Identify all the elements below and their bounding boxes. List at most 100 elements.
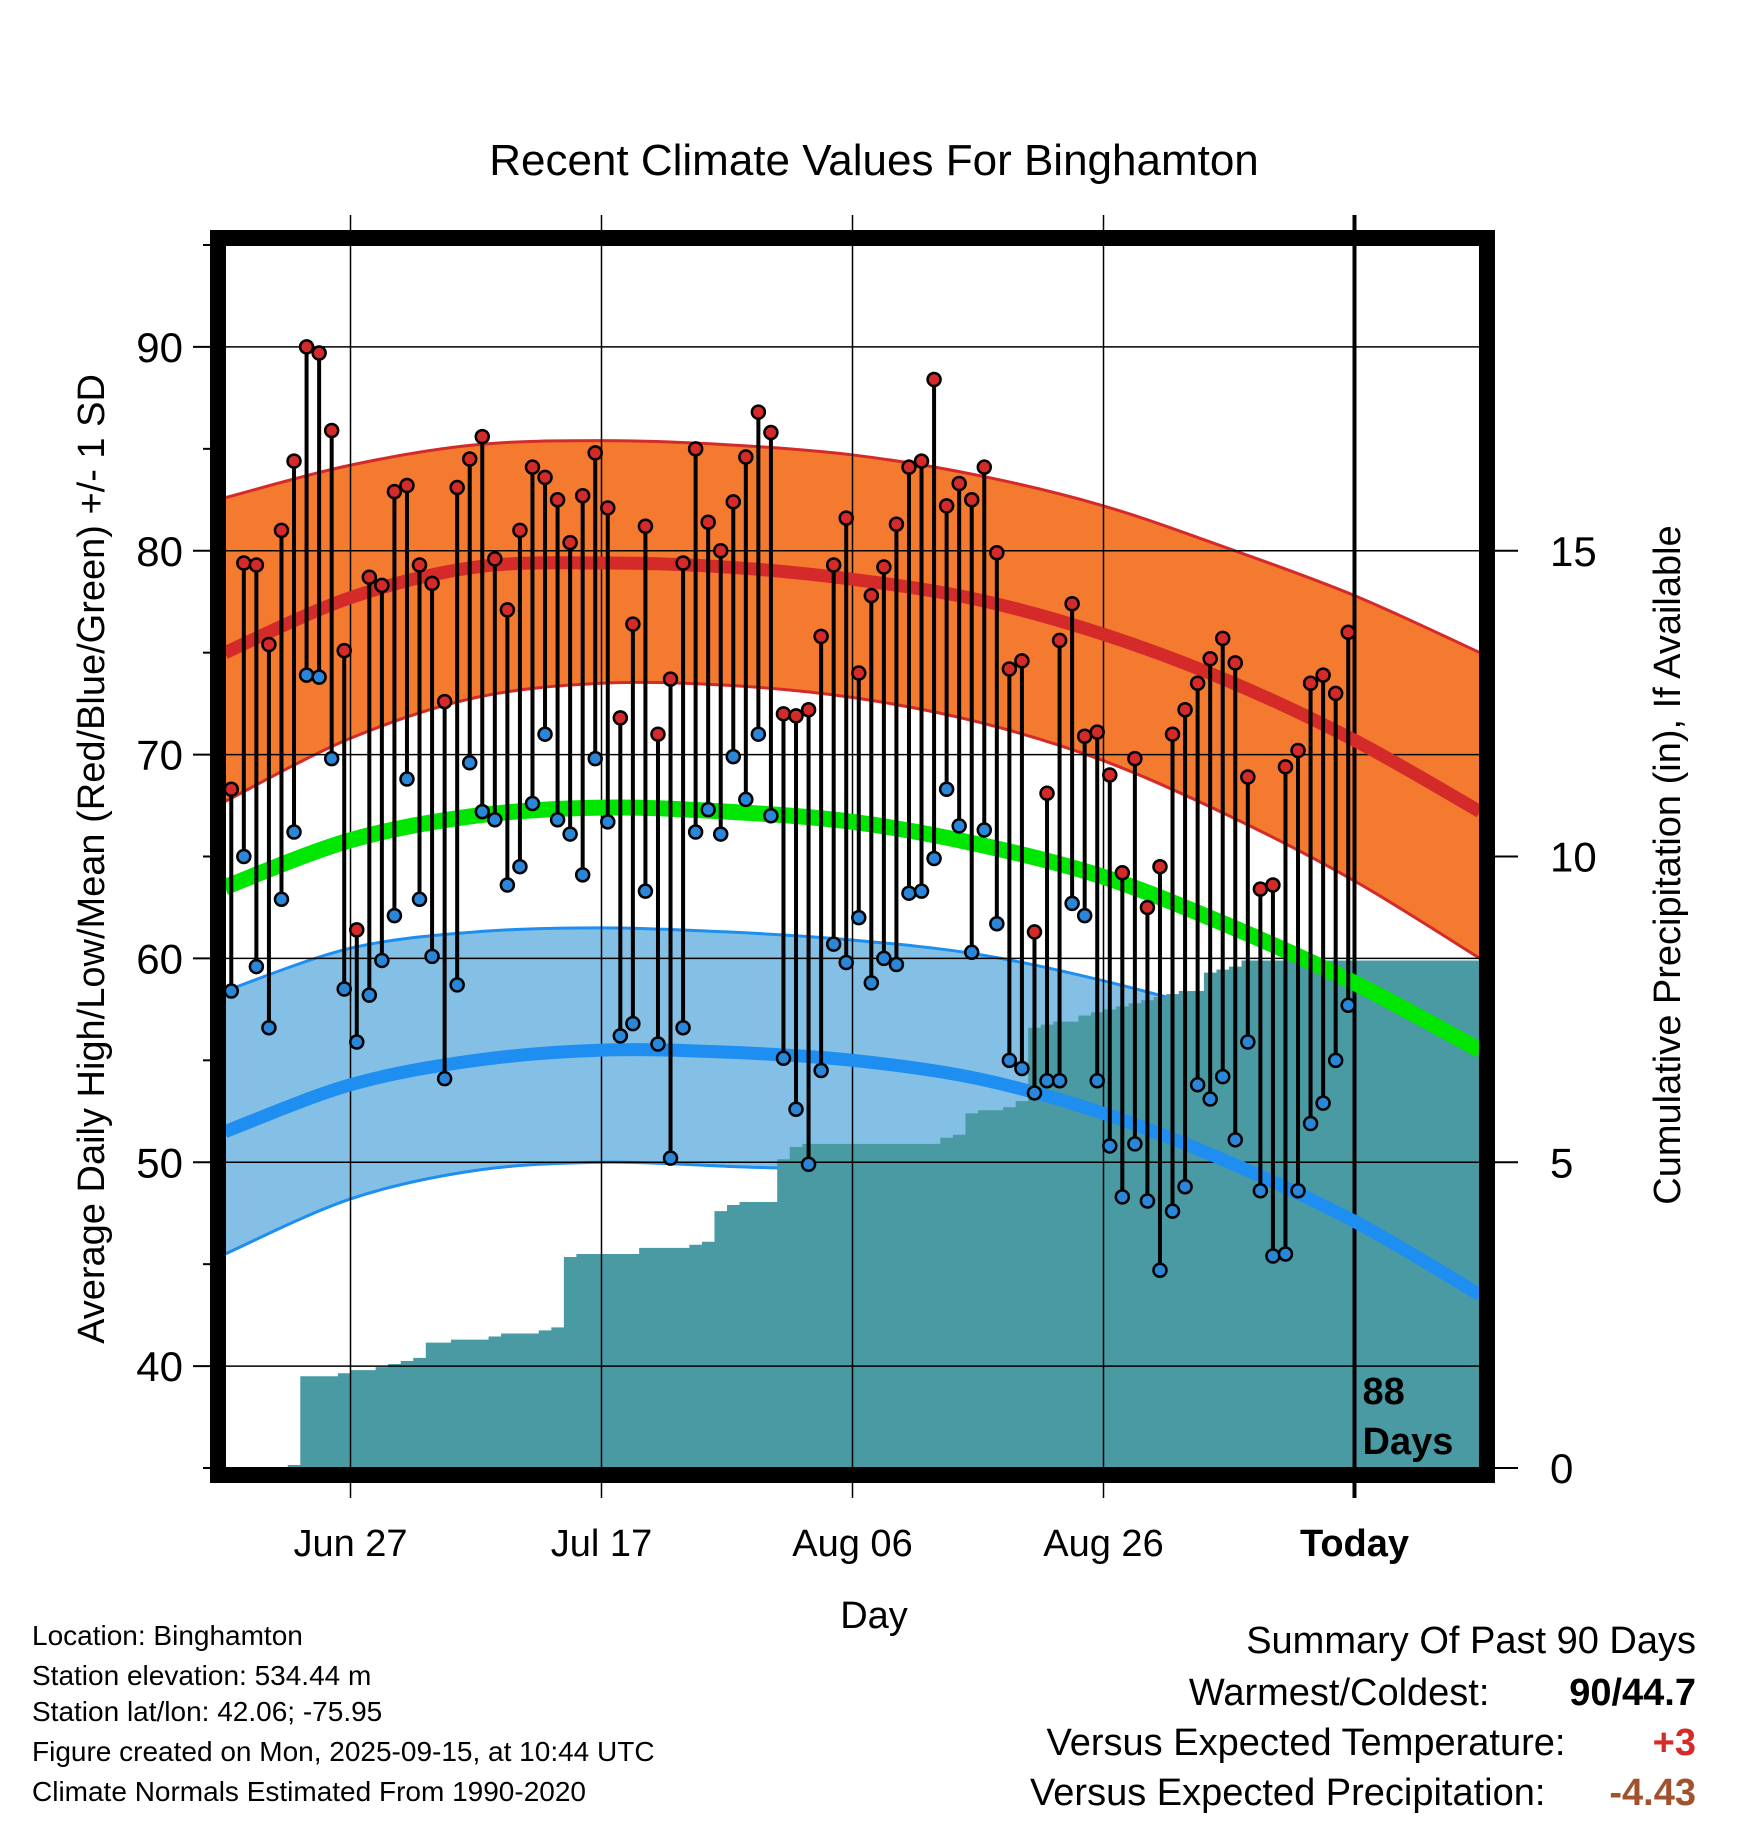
daily-high-point [926, 371, 942, 388]
daily-low-point [386, 907, 403, 924]
daily-high-point [424, 575, 440, 592]
x-tick-label: Jul 17 [551, 1523, 652, 1565]
daily-low-point [399, 771, 415, 787]
daily-low-point [763, 807, 779, 824]
daily-high-point [512, 522, 528, 539]
daily-high-point [399, 477, 415, 494]
daily-high-point [800, 701, 817, 718]
daily-low-point [1290, 1183, 1306, 1199]
daily-low-point [1189, 1077, 1206, 1093]
daily-low-point [499, 877, 516, 893]
daily-high-point [1227, 655, 1244, 671]
info-normals: Climate Normals Estimated From 1990-2020 [32, 1776, 586, 1807]
y2-tick-label: 15 [1550, 528, 1597, 575]
daily-low-point [838, 954, 854, 971]
daily-low-point [1039, 1072, 1055, 1089]
daily-low-point [1076, 907, 1093, 924]
daily-low-point [1001, 1052, 1018, 1069]
daily-low-point [273, 891, 290, 908]
daily-low-point [625, 1015, 641, 1032]
daily-low-point [800, 1156, 817, 1173]
y-tick-label: 60 [136, 935, 183, 982]
daily-high-point [1290, 742, 1306, 759]
daily-low-point [1127, 1136, 1143, 1152]
daily-low-point [1102, 1138, 1118, 1154]
high-normal-line [225, 556, 1480, 818]
info-elevation: Station elevation: 534.44 m [32, 1660, 372, 1691]
daily-high-point [261, 636, 277, 653]
daily-low-point [311, 669, 327, 685]
daily-high-point [537, 469, 553, 486]
daily-low-point [1227, 1132, 1244, 1148]
daily-high-point [1114, 865, 1131, 881]
daily-low-point [1340, 997, 1356, 1014]
daily-low-point [926, 850, 942, 867]
daily-low-point [825, 936, 842, 952]
daily-low-point [1089, 1072, 1105, 1089]
daily-low-point [524, 795, 541, 812]
info-location: Location: Binghamton [32, 1620, 303, 1651]
daily-low-point [449, 977, 465, 993]
daily-high-point [650, 726, 666, 742]
daily-low-point [725, 748, 742, 765]
daily-low-point [951, 818, 967, 834]
daily-low-point [248, 958, 265, 975]
x-tick-label: Aug 26 [1043, 1523, 1163, 1565]
daily-high-point [298, 339, 315, 355]
daily-low-point [976, 822, 993, 838]
daily-low-point [1302, 1115, 1319, 1132]
daily-low-point [1265, 1248, 1281, 1264]
daily-high-point [587, 445, 603, 461]
daily-low-point [1202, 1091, 1218, 1107]
y-tick-label: 70 [136, 732, 183, 779]
daily-low-point [989, 916, 1005, 932]
axes: 40 50 60 70 80 90 0 5 10 15 Jun 27 Jul 17 Aug 06 Aug … [136, 244, 1597, 1565]
daily-high-point [449, 479, 465, 496]
daily-low-point [1139, 1193, 1156, 1209]
chart-title: Recent Climate Values For Binghamton [489, 136, 1259, 185]
daily-high-point [989, 545, 1005, 561]
daily-low-point [1177, 1178, 1193, 1195]
daily-low-point [938, 781, 955, 797]
summary-warm-cold: Warmest/Coldest: 90/44.7 [1189, 1672, 1696, 1715]
daily-low-point [336, 981, 352, 997]
daily-high-point [436, 693, 453, 710]
daily-low-point [813, 1062, 829, 1079]
precip-label: Versus Expected Precipitation: [1030, 1772, 1546, 1814]
daily-low-point [424, 948, 440, 965]
daily-high-point [625, 616, 641, 632]
summary-temperature: Versus Expected Temperature: +3 [1047, 1722, 1696, 1765]
daily-high-point [775, 706, 792, 722]
daily-low-point [675, 1019, 691, 1036]
daily-high-point [788, 708, 804, 724]
daily-high-point [574, 487, 591, 504]
daily-low-point [474, 803, 491, 820]
daily-high-point [248, 557, 265, 573]
daily-high-point [1214, 630, 1231, 647]
daily-high-point [1189, 675, 1206, 691]
daily-high-point [223, 781, 240, 797]
daily-high-point [763, 424, 779, 441]
daily-low-point [1277, 1246, 1294, 1262]
daily-high-point [461, 451, 478, 467]
y2-tick-label: 0 [1550, 1445, 1573, 1492]
daily-low-point [1214, 1068, 1231, 1085]
daily-low-point [1026, 1085, 1043, 1101]
coldest-value: 44.7 [1622, 1672, 1696, 1714]
daily-low-point [1014, 1060, 1030, 1077]
daily-high-point [1327, 685, 1344, 702]
daily-high-point [1164, 726, 1181, 742]
daily-high-point [938, 498, 955, 514]
daily-low-point [851, 909, 867, 926]
daily-low-point [1327, 1052, 1344, 1069]
daily-high-point [1089, 724, 1105, 740]
daily-low-point [411, 891, 428, 908]
precip-anomaly-value: -4.43 [1609, 1772, 1696, 1814]
daily-high-point [1127, 750, 1143, 767]
daily-high-point [1277, 759, 1294, 775]
daily-low-point [738, 791, 754, 808]
daily-low-point [298, 667, 315, 683]
mean-normal-line [225, 799, 1480, 1058]
daily-low-point [1051, 1072, 1068, 1089]
